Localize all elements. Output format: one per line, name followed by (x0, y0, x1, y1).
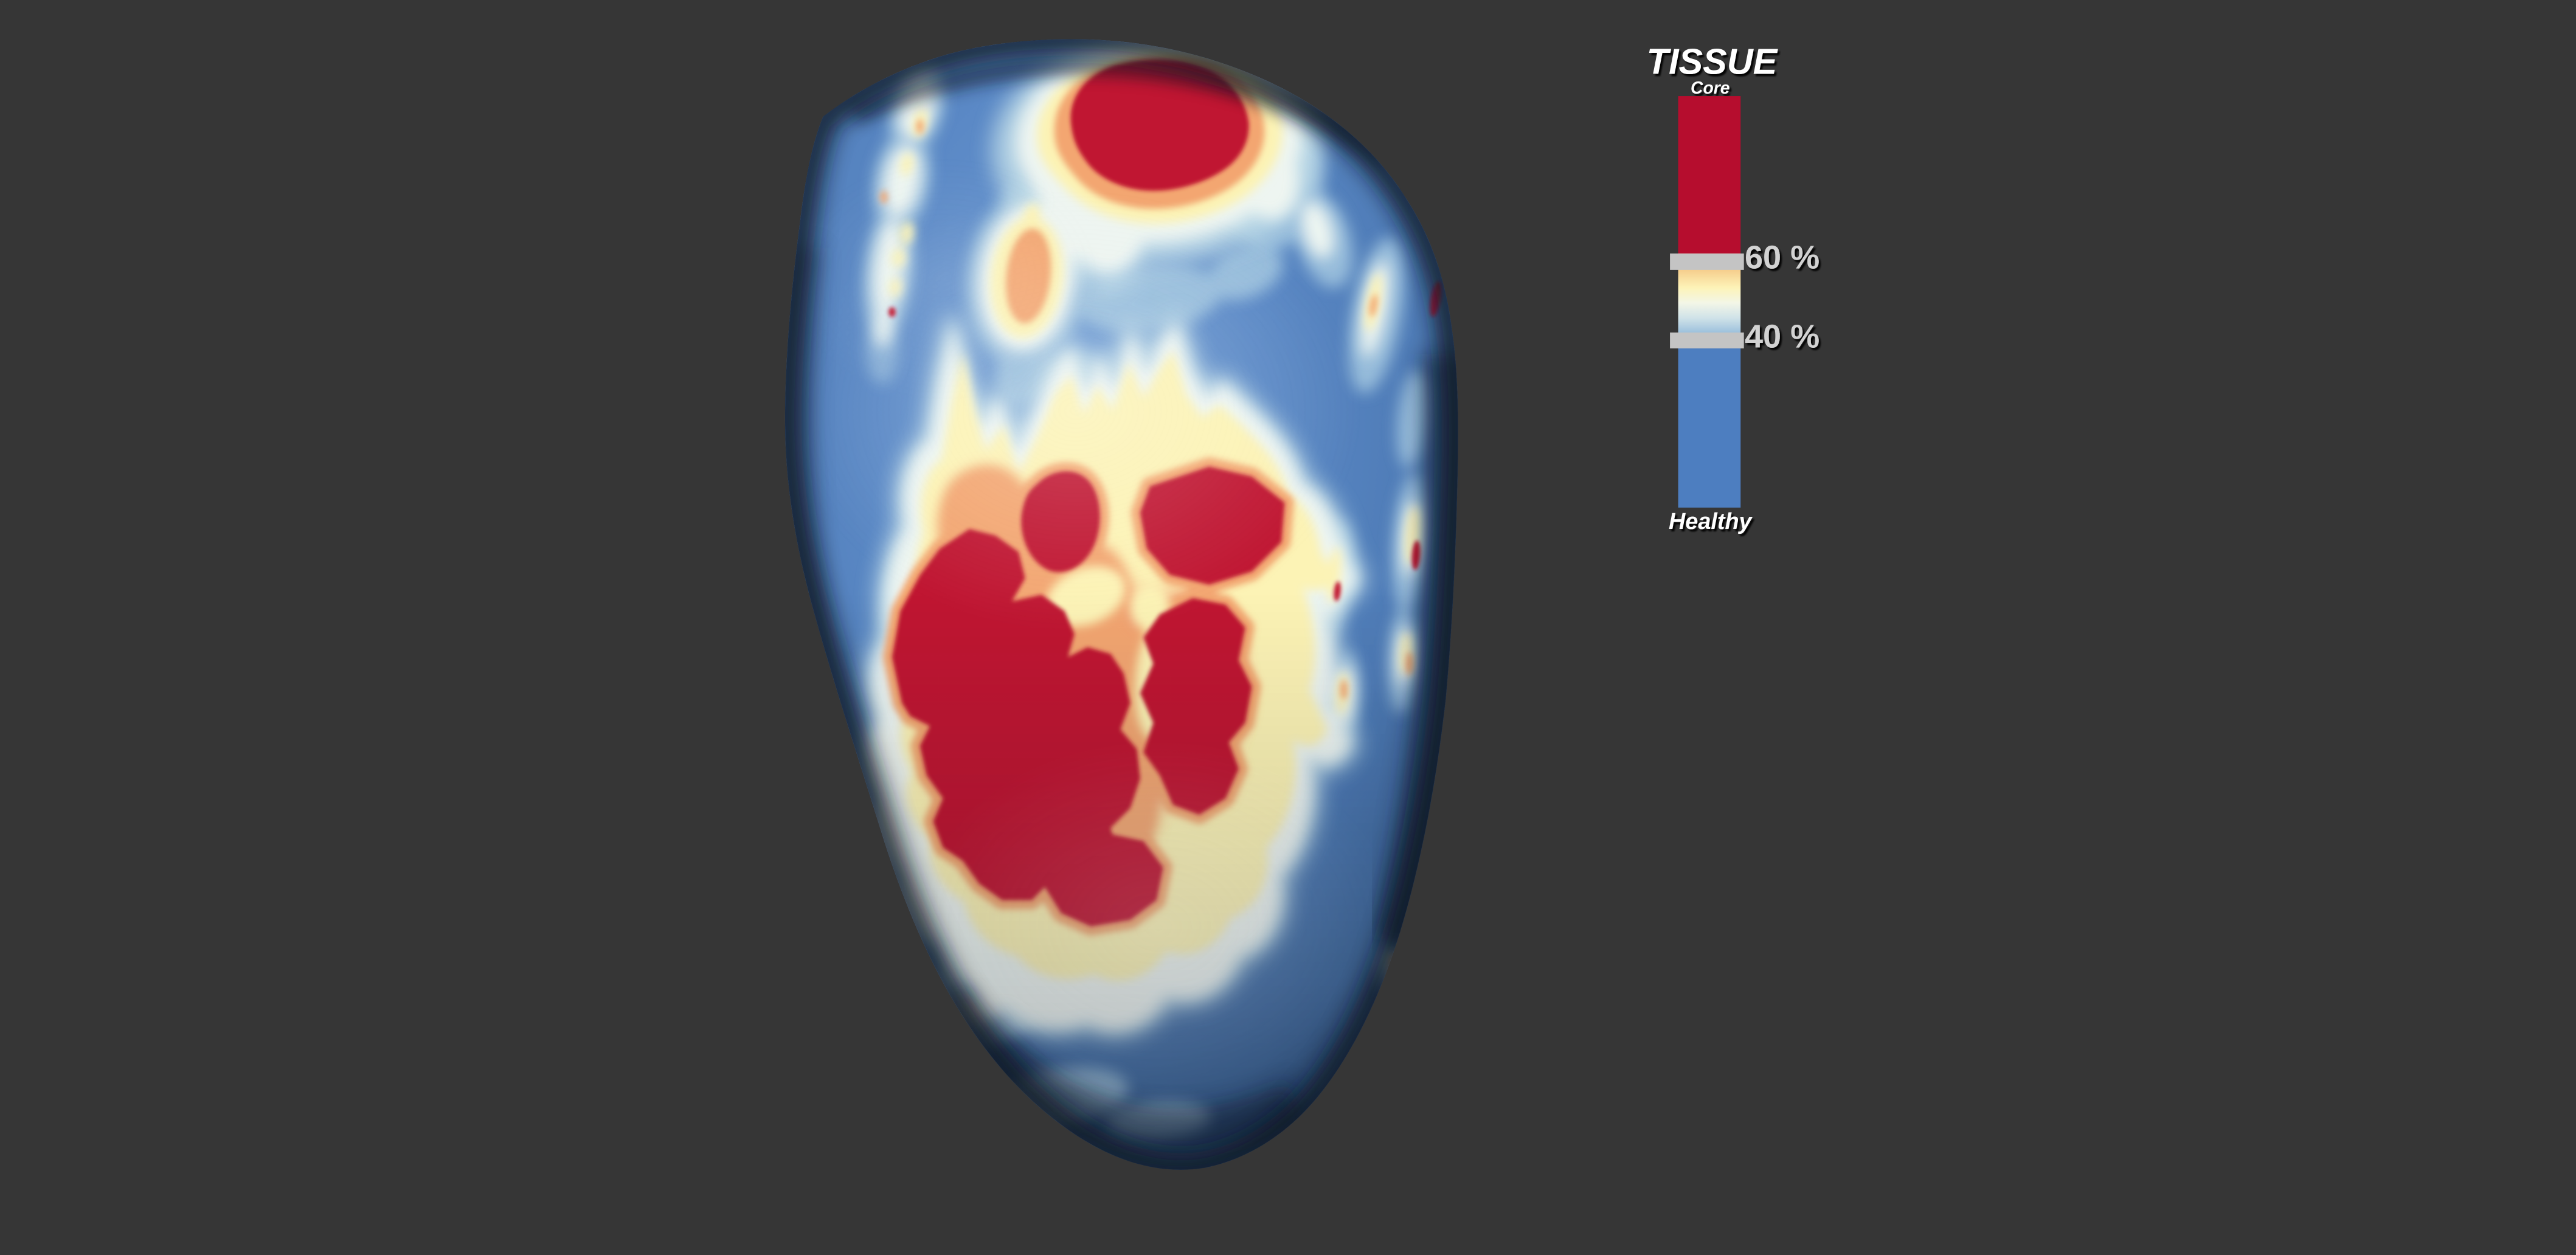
colorbar-core-segment (1678, 96, 1741, 254)
tissue-colorbar[interactable]: TISSUE Core 60 % 40 % Healthy (1647, 41, 1819, 534)
legend-title: TISSUE (1647, 41, 1779, 82)
colorbar-healthy-segment (1678, 348, 1741, 508)
tick-label-60: 60 % (1745, 240, 1819, 276)
legend-min-label: Healthy (1669, 509, 1753, 534)
legend-max-label: Core (1691, 78, 1730, 98)
heart-3d-model[interactable] (707, 30, 1495, 1255)
tick-label-40: 40 % (1745, 318, 1819, 354)
colorbar-tick-40 (1670, 332, 1744, 349)
colorbar-tick-60 (1670, 253, 1744, 270)
